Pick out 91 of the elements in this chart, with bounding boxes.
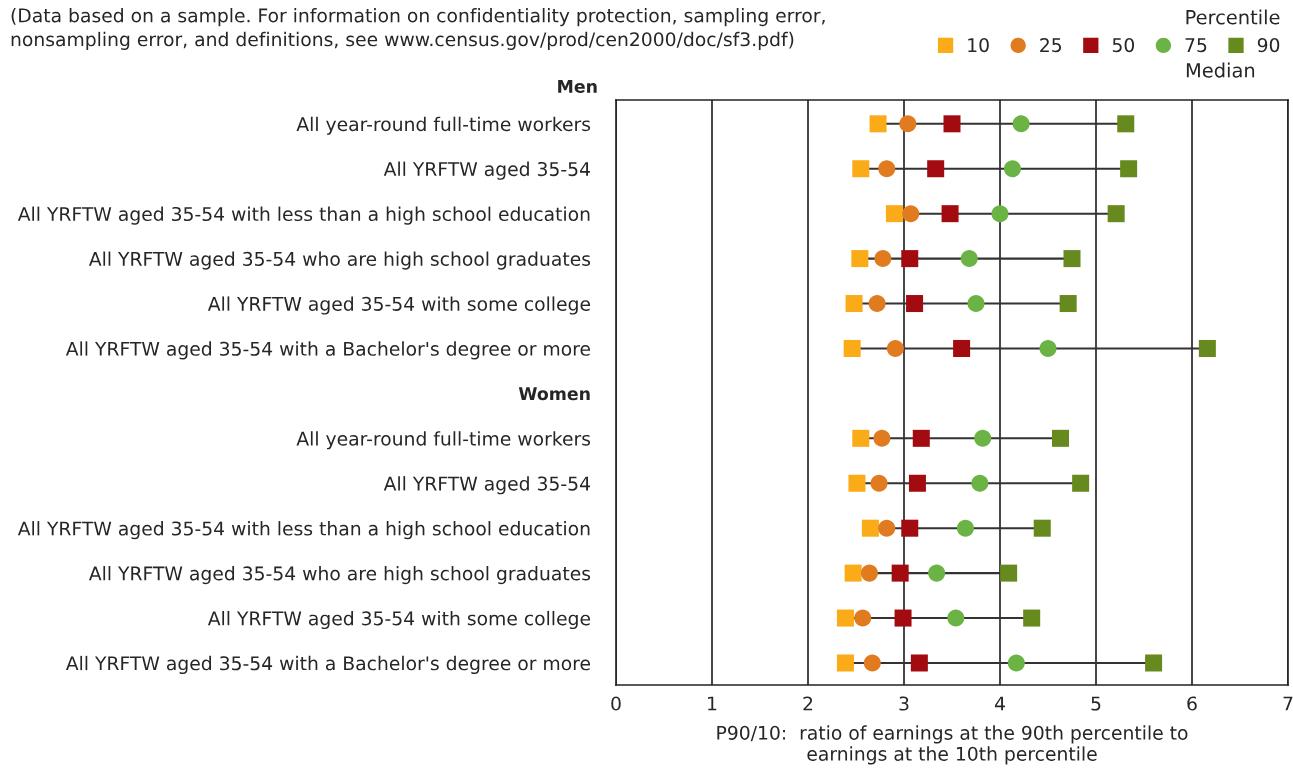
- text: (Data based on a sample. For information on confidentiality protection, sampling error, nonsampling error, and definitions, see www.census.gov/prod/cen2000/doc/sf3.pdf): [11, 8, 825, 50]
- point: [878, 519, 896, 537]
- point: [1072, 474, 1090, 492]
- point: [852, 160, 870, 178]
- point: [943, 115, 961, 133]
- point: [891, 564, 909, 582]
- y-tick-label: All year-round full-time workers: [296, 431, 591, 450]
- legend-label: 10: [968, 38, 989, 53]
- point: [899, 115, 917, 133]
- point: [860, 564, 878, 582]
- x-axis-title: P90/10: ratio of earnings at the 90th percentile to earnings at the 10th percentile: [717, 725, 1188, 765]
- text: Median: [1186, 62, 1255, 78]
- point: [928, 564, 946, 582]
- point: [868, 295, 886, 313]
- point: [854, 609, 872, 627]
- y-tick-label: All YRFTW aged 35-54 with a Bachelor's degree or more: [65, 341, 591, 360]
- point: [851, 250, 869, 268]
- point: [852, 429, 870, 447]
- legend-label: 75: [1185, 38, 1207, 53]
- point: [894, 609, 912, 627]
- legend-label: 50: [1112, 38, 1135, 53]
- point: [1039, 339, 1057, 357]
- y-tick-label: All year-round full-time workers: [296, 116, 591, 135]
- point: [848, 474, 866, 492]
- x-tick-label: 7: [1283, 696, 1293, 711]
- point: [927, 160, 945, 178]
- point: [901, 250, 919, 268]
- point: [885, 205, 903, 223]
- point: [974, 429, 992, 447]
- point: [971, 474, 989, 492]
- point: [1145, 654, 1163, 672]
- point: [956, 519, 974, 537]
- point: [886, 339, 904, 357]
- y-tick-label: Women: [518, 387, 590, 401]
- point: [869, 115, 887, 133]
- point: [953, 339, 971, 357]
- point: [1117, 115, 1135, 133]
- y-tick-label: All YRFTW aged 35-54 who are high school graduates: [88, 251, 591, 270]
- x-tick-label: 5: [1091, 696, 1101, 711]
- point: [1059, 295, 1077, 313]
- x-tick-label: 0: [611, 696, 621, 711]
- point: [1107, 205, 1125, 223]
- x-tick-label: 6: [1187, 696, 1197, 711]
- point: [967, 295, 985, 313]
- point: [908, 474, 926, 492]
- y-tick-label: All YRFTW aged 35-54 with some college: [207, 296, 591, 315]
- point: [836, 654, 854, 672]
- point: [960, 250, 978, 268]
- x-tick-label: 2: [803, 696, 813, 711]
- point: [1033, 519, 1051, 537]
- point: [991, 205, 1009, 223]
- point: [1051, 429, 1069, 447]
- point: [1000, 564, 1018, 582]
- point: [843, 339, 861, 357]
- point: [1023, 609, 1041, 627]
- y-tick-label: All YRFTW aged 35-54 with a Bachelor's degree or more: [65, 655, 591, 675]
- point: [844, 564, 862, 582]
- x-tick-label: 1: [708, 696, 717, 711]
- point: [870, 474, 888, 492]
- point: [901, 519, 919, 537]
- point: [912, 429, 930, 447]
- y-tick-label: All YRFTW aged 35-54 with some college: [207, 610, 591, 630]
- point: [874, 250, 892, 268]
- x-tick-label: 3: [899, 696, 909, 711]
- point: [836, 609, 854, 627]
- point: [1198, 339, 1216, 357]
- point: [947, 609, 965, 627]
- point: [902, 205, 920, 223]
- legend-label: 90: [1257, 38, 1280, 53]
- point: [1007, 654, 1025, 672]
- y-tick-label: All YRFTW aged 35-54 with less than a high school education: [17, 521, 590, 540]
- point: [910, 654, 928, 672]
- y-tick-label: Men: [558, 80, 597, 93]
- x-tick-label: 4: [994, 696, 1005, 711]
- point: [1063, 250, 1081, 268]
- y-tick-label: All YRFTW aged 35-54 who are high school graduates: [88, 566, 591, 585]
- point: [845, 295, 863, 313]
- point: [1012, 115, 1030, 133]
- point: [878, 160, 896, 178]
- y-tick-label: All YRFTW aged 35-54: [383, 476, 590, 495]
- point: [941, 205, 959, 223]
- point: [906, 295, 924, 313]
- point: [861, 519, 879, 537]
- point: [1003, 160, 1021, 178]
- point: [873, 429, 891, 447]
- point: [1120, 160, 1138, 178]
- point: [863, 654, 881, 672]
- legend-label: 25: [1040, 38, 1062, 53]
- legend-title: Percentile: [1186, 9, 1280, 25]
- y-tick-label: All YRFTW aged 35-54 with less than a high school education: [17, 206, 590, 225]
- y-tick-label: All YRFTW aged 35-54: [383, 161, 590, 180]
